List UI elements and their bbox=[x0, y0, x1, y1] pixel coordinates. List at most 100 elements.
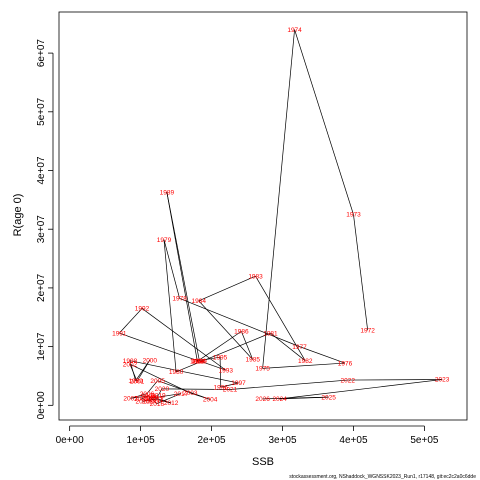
point-label-2007: 2007 bbox=[123, 395, 138, 402]
series-segment bbox=[347, 379, 443, 381]
point-label-2015: 2015 bbox=[143, 394, 158, 401]
point-label-1996: 1996 bbox=[214, 384, 229, 391]
point-label-2019: 2019 bbox=[151, 393, 166, 400]
point-label-1985: 1985 bbox=[245, 357, 260, 364]
point-label-1989: 1989 bbox=[160, 189, 175, 196]
point-label-1982: 1982 bbox=[298, 358, 313, 365]
series-segment bbox=[255, 275, 306, 361]
point-label-2000: 2000 bbox=[143, 357, 158, 364]
y-tick-label: 2e+07 bbox=[36, 273, 47, 302]
series-segment bbox=[156, 393, 182, 404]
point-label-2002: 2002 bbox=[123, 361, 138, 368]
series-segment bbox=[149, 396, 158, 404]
series-segment bbox=[141, 308, 226, 371]
series-segment bbox=[129, 360, 239, 384]
series-segment bbox=[219, 357, 222, 388]
series-segment bbox=[262, 362, 345, 369]
point-label-1986: 1986 bbox=[234, 329, 249, 336]
series-segment bbox=[141, 398, 144, 402]
series-segment bbox=[198, 360, 226, 371]
x-tick-label: 3e+05 bbox=[268, 435, 297, 446]
point-label-1983: 1983 bbox=[248, 273, 263, 280]
series-segment bbox=[220, 382, 239, 388]
series-segment bbox=[241, 331, 254, 360]
series-segment bbox=[146, 380, 158, 394]
series-segment bbox=[151, 393, 182, 399]
x-tick-label: 4e+05 bbox=[339, 435, 368, 446]
series-segment bbox=[262, 396, 329, 400]
point-label-2004: 2004 bbox=[203, 397, 218, 404]
series-segment bbox=[175, 332, 271, 373]
series-segment bbox=[229, 379, 348, 390]
point-label-1976: 1976 bbox=[338, 360, 353, 367]
point-label-2001: 2001 bbox=[130, 378, 145, 385]
point-label-2018: 2018 bbox=[144, 395, 159, 402]
x-tick-label: 2e+05 bbox=[198, 435, 227, 446]
series-segment bbox=[119, 332, 200, 362]
series-segment bbox=[161, 388, 231, 390]
point-label-2017: 2017 bbox=[174, 391, 189, 398]
point-label-1988: 1988 bbox=[190, 358, 205, 365]
point-label-1984: 1984 bbox=[192, 298, 207, 305]
y-tick-label: 4e+07 bbox=[36, 156, 47, 185]
y-tick-label: 3e+07 bbox=[36, 215, 47, 244]
series-lines bbox=[119, 29, 443, 404]
point-label-1987: 1987 bbox=[190, 358, 205, 365]
point-label-1991: 1991 bbox=[112, 330, 127, 337]
point-label-2025: 2025 bbox=[321, 394, 336, 401]
y-axis-title: R(age 0) bbox=[12, 194, 24, 237]
series-segment bbox=[179, 298, 300, 347]
point-label-1981: 1981 bbox=[263, 330, 278, 337]
series-segment bbox=[197, 331, 242, 362]
point-label-2006: 2006 bbox=[140, 391, 155, 398]
point-label-2021: 2021 bbox=[223, 387, 238, 394]
point-label-2022: 2022 bbox=[341, 377, 356, 384]
point-label-2011: 2011 bbox=[149, 397, 163, 404]
series-segment bbox=[270, 332, 306, 361]
series-segment bbox=[299, 346, 346, 364]
point-label-1973: 1973 bbox=[346, 212, 361, 219]
series-segment bbox=[166, 192, 200, 362]
y-tick-label: 0e+00 bbox=[36, 391, 47, 420]
point-label-1995: 1995 bbox=[213, 354, 228, 361]
plot-frame bbox=[58, 11, 468, 421]
point-label-2010: 2010 bbox=[135, 398, 150, 405]
year-labels: 1972 1973 1974 1975 1976 1977 1978 1979 1980 1981… bbox=[112, 27, 450, 408]
point-label-1980: 1980 bbox=[169, 369, 184, 376]
point-label-1994: 1994 bbox=[192, 358, 207, 365]
series-segment bbox=[129, 364, 138, 382]
point-label-1977: 1977 bbox=[292, 344, 307, 351]
point-label-2023: 2023 bbox=[435, 377, 450, 384]
series-segment bbox=[130, 393, 148, 399]
point-label-2008: 2008 bbox=[141, 393, 156, 400]
series-segment bbox=[158, 388, 163, 396]
y-tick-label: 1e+07 bbox=[36, 332, 47, 361]
point-label-2014: 2014 bbox=[142, 398, 157, 405]
x-tick-label: 1e+05 bbox=[127, 435, 156, 446]
series-segment bbox=[141, 395, 149, 400]
point-label-2024: 2024 bbox=[272, 396, 287, 403]
point-label-2020: 2020 bbox=[155, 386, 170, 393]
series-segment bbox=[163, 239, 180, 299]
point-label-1975: 1975 bbox=[255, 366, 270, 373]
y-tick-label: 5e+07 bbox=[36, 97, 47, 126]
point-label-1978: 1978 bbox=[172, 296, 187, 303]
series-segment bbox=[198, 300, 253, 360]
point-label-2026: 2026 bbox=[255, 396, 270, 403]
point-label-1974: 1974 bbox=[287, 27, 302, 34]
x-axis: 0e+00 1e+05 2e+05 3e+05 4e+05 5e+05 bbox=[56, 425, 439, 446]
point-label-2009: 2009 bbox=[134, 396, 149, 403]
point-label-2012: 2012 bbox=[164, 400, 179, 407]
series-segment bbox=[198, 275, 256, 302]
series-segment bbox=[157, 380, 211, 400]
series-segment bbox=[262, 29, 295, 369]
series-segment bbox=[119, 308, 143, 334]
series-segment bbox=[294, 29, 354, 215]
series-segment bbox=[148, 397, 151, 402]
series-segment bbox=[130, 395, 149, 399]
series-segment bbox=[353, 214, 369, 331]
series-segment bbox=[198, 356, 221, 362]
footer-credit: stockassessment.org, NShaddock_WGNSSK202… bbox=[289, 474, 476, 480]
point-label-1999: 1999 bbox=[128, 378, 143, 385]
